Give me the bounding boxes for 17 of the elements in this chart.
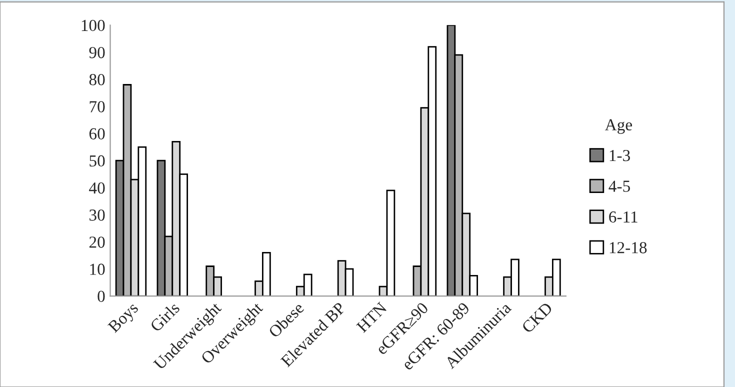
y-tick-label: 30 [90, 209, 105, 221]
legend-label: 12-18 [610, 242, 647, 254]
y-tick-label: 90 [89, 46, 105, 58]
y-tick-label: 70 [90, 101, 105, 112]
y-tick-label: 10 [90, 264, 105, 275]
y-tick-label: 50 [90, 155, 105, 167]
x-tick-label: CKD [521, 302, 554, 334]
legend-label: 6-11 [609, 211, 638, 223]
y-tick-label: 40 [89, 182, 105, 194]
legend-title: Age [604, 119, 632, 134]
legend-label: 4-5 [608, 180, 630, 192]
y-tick-label: 100 [82, 20, 105, 32]
y-tick-label: 60 [89, 128, 105, 140]
y-tick-label: 20 [89, 236, 105, 248]
y-tick-label: 80 [89, 74, 105, 86]
y-tick-label: 0 [98, 290, 105, 302]
legend-label: 1-3 [610, 150, 630, 162]
